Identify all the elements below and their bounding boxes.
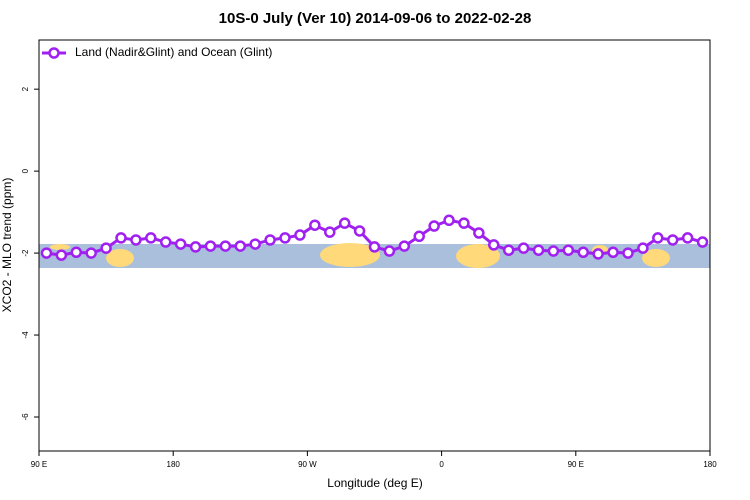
x-axis-label: Longitude (deg E)	[327, 476, 422, 490]
marker	[502, 244, 515, 256]
legend-marker	[48, 47, 60, 59]
marker	[189, 241, 202, 253]
marker	[413, 230, 425, 243]
y-axis-label: XCO2 - MLO trend (ppm)	[0, 178, 14, 313]
y-tick-label: -2	[21, 249, 30, 257]
y-tick-label: 0	[21, 168, 30, 173]
plot-frame	[38, 39, 711, 452]
marker	[622, 247, 634, 259]
marker	[488, 239, 500, 251]
marker	[458, 217, 470, 229]
marker	[40, 247, 53, 259]
marker	[324, 226, 336, 238]
marker	[592, 248, 604, 260]
marker	[249, 238, 261, 250]
marker	[607, 246, 619, 259]
marker	[383, 245, 396, 257]
x-tick-label: 90 W	[298, 460, 317, 469]
marker	[681, 232, 694, 244]
marker	[353, 225, 366, 237]
y-tick-label: -4	[21, 331, 30, 339]
x-tick-label: 90 E	[568, 460, 584, 469]
marker	[696, 236, 709, 248]
marker	[637, 242, 649, 254]
legend-label: Land (Nadir&Glint) and Ocean (Glint)	[75, 45, 272, 59]
marker	[264, 234, 276, 246]
marker	[294, 229, 306, 241]
marker	[473, 227, 485, 239]
marker	[85, 247, 97, 259]
x-tick-label: 90 E	[31, 460, 47, 469]
marker	[517, 242, 530, 254]
marker	[309, 219, 321, 231]
chart-title: 10S-0 July (Ver 10) 2014-09-06 to 2022-0…	[219, 10, 532, 27]
marker	[368, 241, 381, 253]
marker	[100, 242, 112, 254]
marker	[577, 246, 590, 259]
marker	[547, 245, 560, 257]
marker	[234, 240, 247, 252]
y-tick-label: 2	[21, 86, 30, 91]
marker	[338, 217, 351, 229]
marker	[279, 232, 291, 244]
marker	[174, 238, 187, 250]
x-tick-label: 0	[439, 460, 444, 469]
marker	[532, 244, 545, 256]
marker	[55, 249, 68, 261]
marker	[398, 240, 411, 252]
x-tick-label: 180	[703, 460, 717, 469]
marker	[428, 220, 440, 232]
marker	[115, 232, 127, 244]
marker	[652, 232, 664, 244]
marker	[219, 240, 232, 252]
marker	[666, 234, 679, 246]
x-tick-label: 180	[167, 460, 181, 469]
marker	[562, 244, 575, 256]
marker	[130, 234, 142, 246]
marker	[70, 246, 83, 259]
marker	[159, 236, 172, 248]
y-tick-label: -6	[21, 413, 30, 421]
marker	[145, 232, 157, 244]
marker	[443, 214, 455, 227]
marker	[204, 240, 217, 252]
